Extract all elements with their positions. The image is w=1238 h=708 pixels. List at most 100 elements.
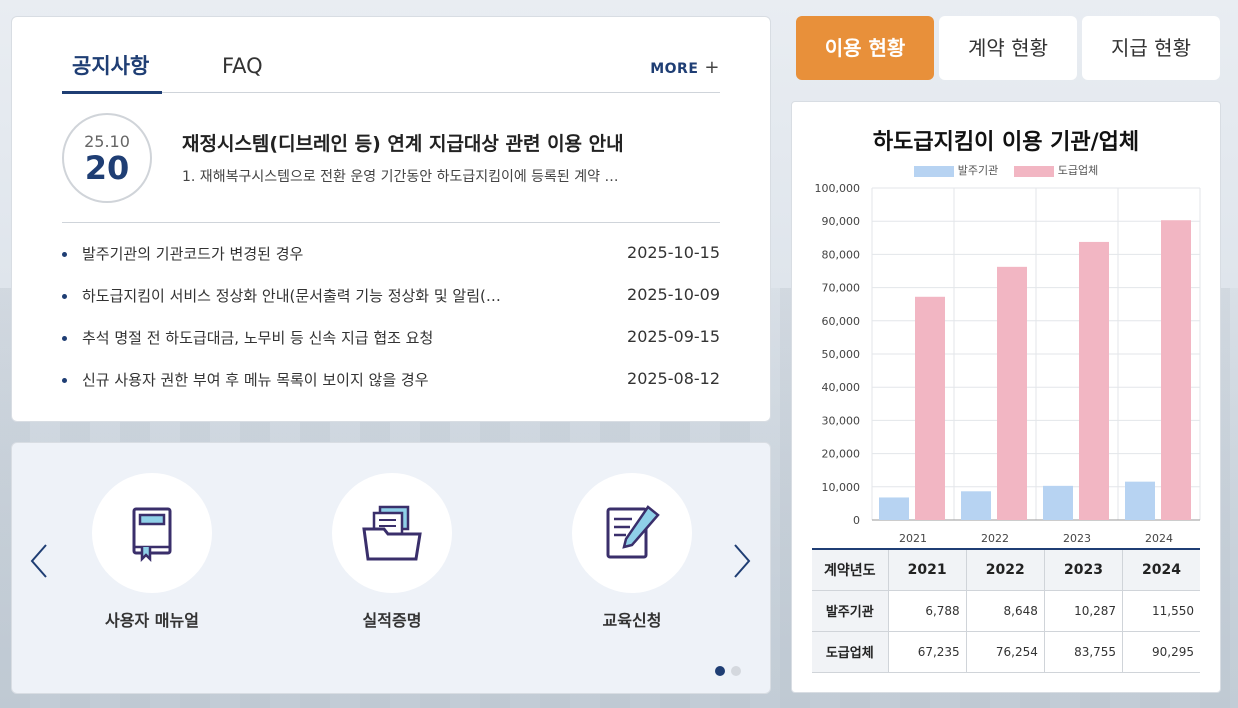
y-tick-label: 70,000 — [822, 282, 861, 295]
table-cell: 6,788 — [888, 590, 967, 632]
y-tick-label: 100,000 — [815, 182, 861, 195]
table-cell: 8,648 — [966, 590, 1045, 632]
notice-item-title: 하도급지킴이 서비스 정상화 안내(문서출력 기능 정상화 및 알림(… — [82, 287, 501, 305]
chart-panel: 하도급지킴이 이용 기관/업체 발주기관 도급업체 0 10,000 20,000 3… — [791, 101, 1221, 693]
folder-documents-icon — [362, 505, 422, 561]
table-header-cell: 2021 — [888, 548, 967, 591]
notice-item[interactable]: 추석 명절 전 하도급대금, 노무비 등 신속 지급 협조 요청 2025-09-… — [62, 327, 720, 369]
bar-chart: 0 10,000 20,000 30,000 40,000 50,000 60,000 70,… — [815, 182, 1201, 545]
y-tick-label: 90,000 — [822, 215, 861, 228]
y-tick-label: 20,000 — [822, 448, 861, 461]
notice-item-title: 추석 명절 전 하도급대금, 노무비 등 신속 지급 협조 요청 — [82, 329, 434, 347]
featured-year-month: 25.10 — [84, 132, 130, 151]
tab-payment-status[interactable]: 지급 현황 — [1082, 16, 1220, 80]
table-header-cell: 2023 — [1044, 548, 1124, 591]
bar-series2 — [1161, 220, 1191, 521]
table-row-label: 도급업체 — [812, 631, 889, 673]
carousel-prev-button[interactable] — [28, 541, 52, 581]
y-tick-label: 60,000 — [822, 315, 861, 328]
quick-menu-panel: 사용자 매뉴얼 실적증명 교육신청 — [11, 442, 771, 694]
table-row: 발주기관 6,788 8,648 10,287 11,550 — [812, 590, 1200, 632]
featured-notice-desc: 1. 재해복구시스템으로 전환 운영 기간동안 하도급지킴이에 등록된 계약 … — [182, 169, 619, 185]
notice-item-date: 2025-09-15 — [627, 327, 720, 346]
notice-panel: 공지사항 FAQ MORE + 25.10 20 재정시스템(디브레인 등) 연계… — [11, 16, 771, 422]
table-header-cell: 2022 — [966, 548, 1045, 591]
plus-icon: + — [704, 57, 720, 78]
quick-item-education[interactable]: 교육신청 — [552, 473, 712, 631]
quick-item-circle — [332, 473, 452, 593]
tab-usage-status[interactable]: 이용 현황 — [796, 16, 934, 80]
quick-item-manual[interactable]: 사용자 매뉴얼 — [72, 473, 232, 631]
carousel-next-button[interactable] — [729, 541, 753, 581]
bar-series2 — [915, 296, 945, 520]
tab-contract-status[interactable]: 계약 현황 — [939, 16, 1077, 80]
legend-item[interactable]: 도급업체 — [1013, 164, 1099, 177]
bullet-icon — [62, 252, 67, 257]
notice-item-title: 신규 사용자 권한 부여 후 메뉴 목록이 보이지 않을 경우 — [82, 371, 429, 389]
bullet-icon — [62, 336, 67, 341]
quick-item-certificate[interactable]: 실적증명 — [312, 473, 472, 631]
more-label: MORE — [650, 61, 699, 77]
y-tick-label: 50,000 — [822, 348, 861, 361]
table-header-cell: 2024 — [1122, 548, 1200, 591]
legend-label: 도급업체 — [1057, 164, 1099, 177]
notice-item-date: 2025-10-15 — [627, 243, 720, 262]
notice-item[interactable]: 신규 사용자 권한 부여 후 메뉴 목록이 보이지 않을 경우 2025-08-1… — [62, 369, 720, 411]
bullet-icon — [62, 294, 67, 299]
bar-series1 — [879, 497, 909, 520]
tab-notice[interactable]: 공지사항 — [62, 53, 162, 94]
table-cell: 10,287 — [1044, 590, 1124, 632]
table-cell: 83,755 — [1044, 631, 1124, 673]
notice-item-title: 발주기관의 기관코드가 변경된 경우 — [82, 245, 304, 263]
featured-date-badge: 25.10 20 — [62, 113, 152, 203]
legend-label: 발주기관 — [957, 164, 999, 177]
legend-swatch — [1013, 165, 1054, 177]
table-cell: 90,295 — [1122, 631, 1200, 673]
featured-day: 20 — [84, 149, 130, 187]
y-tick-label: 80,000 — [822, 248, 861, 261]
quick-item-label: 사용자 매뉴얼 — [105, 611, 199, 630]
bullet-icon — [62, 378, 67, 383]
table-row: 도급업체 67,235 76,254 83,755 90,295 — [812, 631, 1200, 673]
quick-item-circle — [92, 473, 212, 593]
manual-book-icon — [132, 507, 172, 563]
chart-title: 하도급지킴이 이용 기관/업체 — [872, 130, 1140, 155]
table-cell: 76,254 — [966, 631, 1045, 673]
quick-item-label: 실적증명 — [362, 611, 422, 630]
carousel-dot-active[interactable] — [715, 666, 725, 676]
tab-faq[interactable]: FAQ — [222, 54, 263, 78]
y-tick-label: 0 — [853, 514, 860, 527]
notice-item[interactable]: 하도급지킴이 서비스 정상화 안내(문서출력 기능 정상화 및 알림(… 2025… — [62, 285, 720, 327]
x-tick-label: 2022 — [981, 532, 1009, 545]
y-tick-label: 30,000 — [822, 414, 861, 427]
bar-series2 — [997, 266, 1027, 520]
notice-item[interactable]: 발주기관의 기관코드가 변경된 경우 2025-10-15 — [62, 243, 720, 285]
bar-series1 — [1043, 485, 1073, 520]
more-link[interactable]: MORE + — [650, 57, 720, 78]
x-tick-label: 2024 — [1145, 532, 1173, 545]
table-cell: 11,550 — [1122, 590, 1200, 632]
table-header-row: 계약년도 2021 2022 2023 2024 — [812, 548, 1200, 591]
quick-item-circle — [572, 473, 692, 593]
stats-table: 계약년도 2021 2022 2023 2024 발주기관 6,788 8,64… — [812, 548, 1200, 673]
x-tick-label: 2021 — [899, 532, 927, 545]
divider — [62, 222, 720, 223]
document-pen-icon — [606, 505, 660, 559]
bar-series1 — [1125, 481, 1155, 520]
y-tick-label: 40,000 — [822, 381, 861, 394]
notice-list: 발주기관의 기관코드가 변경된 경우 2025-10-15 하도급지킴이 서비스 … — [62, 243, 720, 411]
carousel-pagination — [715, 661, 747, 680]
carousel-dot[interactable] — [731, 666, 741, 676]
legend-item[interactable]: 발주기관 — [913, 164, 999, 177]
y-tick-label: 10,000 — [822, 481, 861, 494]
table-header-year-label: 계약년도 — [812, 548, 889, 591]
bar-series1 — [961, 491, 991, 520]
table-row-label: 발주기관 — [812, 590, 889, 632]
notice-item-date: 2025-08-12 — [627, 369, 720, 388]
featured-notice-title[interactable]: 재정시스템(디브레인 등) 연계 지급대상 관련 이용 안내 — [182, 133, 624, 155]
notice-item-date: 2025-10-09 — [627, 285, 720, 304]
table-cell: 67,235 — [888, 631, 967, 673]
quick-item-label: 교육신청 — [602, 611, 662, 630]
x-tick-label: 2023 — [1063, 532, 1091, 545]
legend-swatch — [913, 165, 954, 177]
